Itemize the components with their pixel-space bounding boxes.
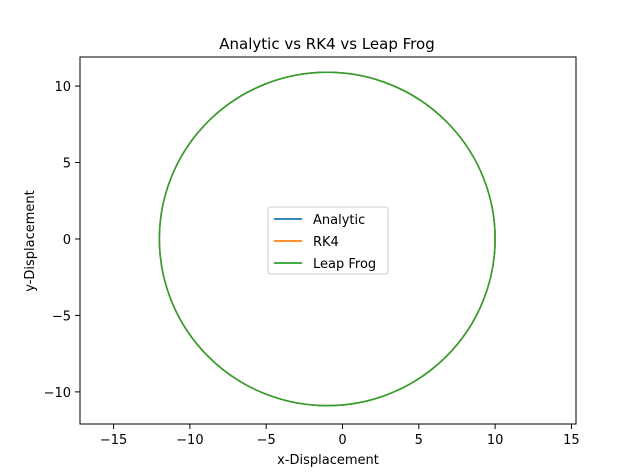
x-tick-label: 0: [338, 433, 346, 448]
x-tick-label: −10: [176, 433, 203, 448]
y-tick-label: 0: [63, 233, 71, 248]
legend-label: Leap Frog: [313, 257, 376, 272]
x-tick-label: 10: [487, 433, 504, 448]
y-tick-label: 5: [63, 157, 71, 172]
legend-label: Analytic: [313, 213, 365, 228]
x-tick-label: −5: [257, 433, 276, 448]
legend-item: Leap Frog: [274, 257, 376, 272]
y-axis-label: y-Displacement: [23, 190, 38, 292]
legend-item: RK4: [274, 235, 339, 250]
series-layer: [158, 71, 496, 407]
legend-label: RK4: [313, 235, 339, 250]
legend: Analytic RK4 Leap Frog: [267, 206, 389, 275]
chart-title: Analytic vs RK4 vs Leap Frog: [219, 35, 434, 53]
x-tick-label: 5: [415, 433, 423, 448]
y-tick-label: −5: [52, 309, 71, 324]
y-axis-ticks: −10 −5 0 5 10: [44, 80, 80, 401]
x-tick-label: −15: [100, 433, 127, 448]
x-tick-label: 15: [563, 433, 580, 448]
legend-box: [267, 206, 389, 275]
series-leap-frog-line: [158, 71, 496, 407]
plot-frame: [79, 56, 577, 425]
y-tick-label: 10: [54, 80, 71, 95]
x-axis-label: x-Displacement: [277, 453, 379, 468]
y-tick-label: −10: [44, 386, 71, 401]
legend-item: Analytic: [274, 213, 365, 228]
x-axis-ticks: −15 −10 −5 0 5 10 15: [100, 424, 580, 448]
